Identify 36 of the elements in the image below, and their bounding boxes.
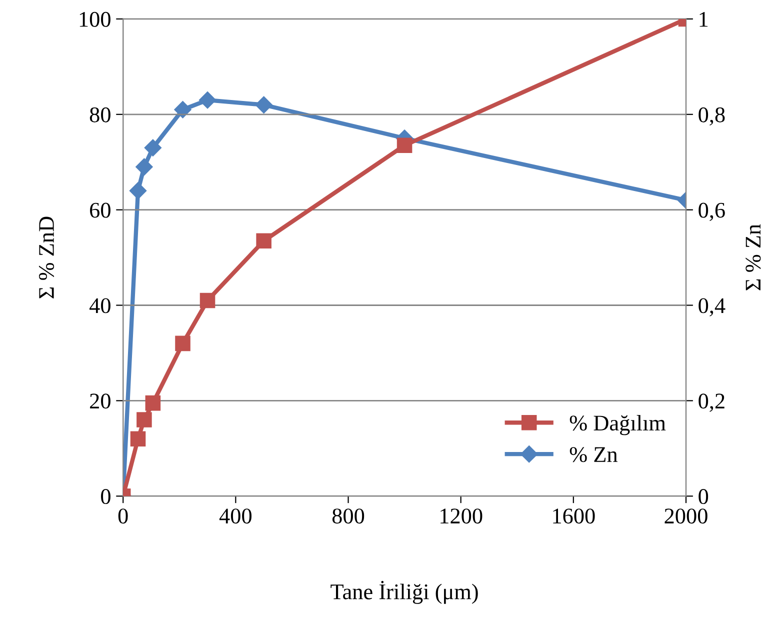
y-tick-label: 100 — [80, 12, 110, 27]
y2-tick-label: 0,2 — [698, 394, 724, 412]
point — [255, 96, 272, 114]
y-axis-title: Σ % ZnD — [38, 216, 54, 298]
x-tick-label: 1200 — [440, 508, 482, 524]
y2-tick-label: 0,4 — [698, 298, 726, 316]
y2-tick-label: 0,6 — [698, 202, 725, 221]
y2-axis-title: Σ % Zn — [746, 224, 761, 290]
x-tick-label: 2000 — [664, 508, 708, 524]
y2-tick-label: 0 — [698, 489, 708, 504]
point — [396, 138, 412, 154]
x-axis-title: Tane İriliği (μm) — [330, 580, 478, 604]
y-tick-label: 40 — [89, 298, 110, 314]
y2-tick-label: 1 — [700, 12, 708, 27]
point — [136, 412, 152, 428]
point — [145, 395, 161, 411]
point — [144, 139, 162, 156]
x-tick-label: 1600 — [553, 508, 595, 524]
x-tick-label: 400 — [219, 508, 252, 524]
y2-tick-label: 0,8 — [698, 107, 725, 126]
x-tick-label: 800 — [332, 508, 364, 524]
legend-label: % Zn — [570, 447, 618, 462]
legend-label: % Dağılım — [570, 414, 666, 436]
point — [136, 158, 153, 176]
point — [256, 233, 272, 248]
point — [200, 292, 216, 308]
y-tick-label: 80 — [90, 107, 110, 122]
point — [174, 101, 192, 118]
point — [198, 92, 216, 109]
x-tick-label: 0 — [118, 508, 128, 524]
point — [130, 431, 146, 446]
y-tick-label: 20 — [90, 394, 110, 409]
point — [175, 336, 190, 352]
y-tick-label: 60 — [90, 202, 110, 218]
y-tick-label: 0 — [101, 489, 110, 504]
point — [129, 182, 147, 200]
